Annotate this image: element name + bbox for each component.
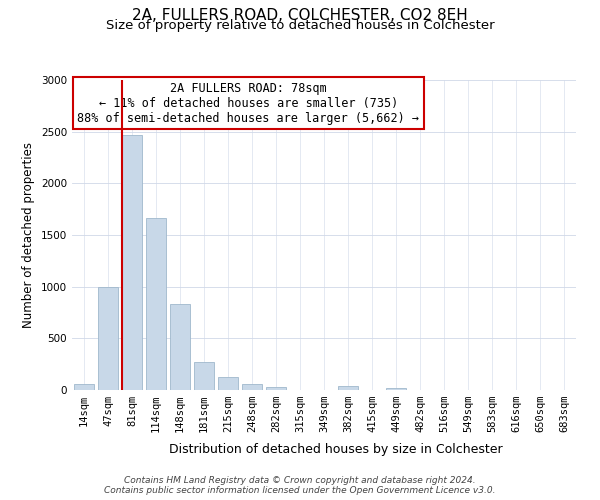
Text: Size of property relative to detached houses in Colchester: Size of property relative to detached ho…	[106, 19, 494, 32]
Bar	[338, 386, 358, 390]
Bar	[98, 286, 118, 390]
Text: 2A, FULLERS ROAD, COLCHESTER, CO2 8EH: 2A, FULLERS ROAD, COLCHESTER, CO2 8EH	[132, 8, 468, 22]
Bar	[74, 384, 94, 390]
Text: 2A FULLERS ROAD: 78sqm
← 11% of detached houses are smaller (735)
88% of semi-de: 2A FULLERS ROAD: 78sqm ← 11% of detached…	[77, 82, 419, 124]
Text: Distribution of detached houses by size in Colchester: Distribution of detached houses by size …	[169, 442, 503, 456]
Bar	[170, 304, 190, 390]
Bar	[194, 362, 214, 390]
Bar	[266, 387, 286, 390]
Bar	[242, 384, 262, 390]
Bar	[386, 388, 406, 390]
Y-axis label: Number of detached properties: Number of detached properties	[22, 142, 35, 328]
Bar	[218, 377, 238, 390]
Text: Contains HM Land Registry data © Crown copyright and database right 2024.: Contains HM Land Registry data © Crown c…	[124, 476, 476, 485]
Bar	[146, 218, 166, 390]
Text: Contains public sector information licensed under the Open Government Licence v3: Contains public sector information licen…	[104, 486, 496, 495]
Bar	[122, 135, 142, 390]
